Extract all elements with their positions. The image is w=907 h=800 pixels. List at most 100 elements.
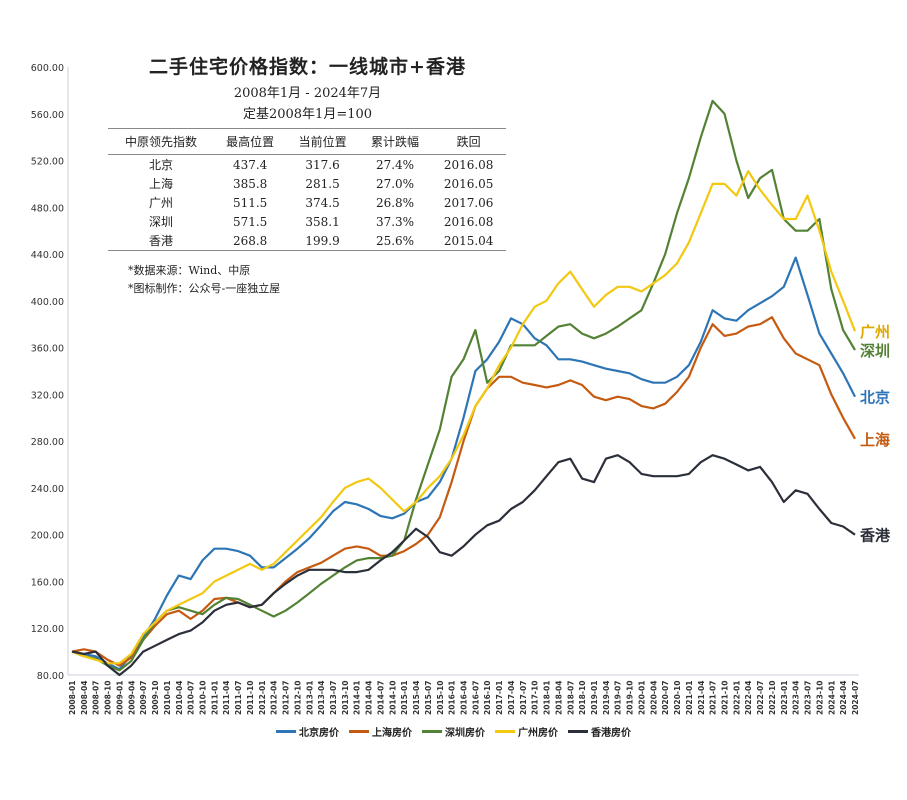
y-tick-label: 560.00 [31, 110, 64, 121]
x-tick-label: 2021-01 [685, 681, 694, 715]
source-note: *数据来源：Wind、中原 [128, 264, 251, 277]
legend-swatch [422, 730, 442, 733]
series-end-label: 北京 [860, 389, 890, 407]
x-tick-label: 2020-07 [661, 681, 670, 715]
legend-swatch [349, 730, 369, 733]
x-tick-label: 2018-04 [554, 681, 563, 715]
table-cell: 2017.06 [443, 195, 494, 210]
x-tick-label: 2009-07 [139, 681, 148, 715]
x-tick-label: 2022-10 [768, 681, 777, 715]
x-tick-label: 2013-04 [317, 681, 326, 715]
legend-swatch [495, 730, 515, 733]
x-tick-label: 2022-04 [744, 681, 753, 715]
x-tick-label: 2024-01 [827, 681, 836, 715]
x-tick-label: 2010-04 [175, 681, 184, 715]
table-cell: 广州 [148, 196, 173, 210]
table-row: 香港 268.8 199.9 25.6% 2015.04 [108, 231, 506, 251]
series-line-1 [71, 316, 856, 667]
x-tick-label: 2017-04 [507, 681, 516, 715]
credit-note: *图标制作：公众号-一座独立屋 [128, 282, 281, 295]
x-tick-label: 2014-07 [376, 681, 385, 715]
chart-title: 二手住宅价格指数：一线城市+香港 [149, 56, 466, 78]
x-tick-label: 2009-04 [127, 681, 136, 715]
y-tick-label: 80.00 [37, 671, 64, 682]
x-tick-label: 2010-07 [187, 681, 196, 715]
x-tick-label: 2012-01 [258, 681, 267, 715]
y-tick-label: 520.00 [31, 157, 64, 168]
x-tick-label: 2019-07 [614, 681, 623, 715]
legend-item: 上海房价 [349, 724, 412, 739]
y-tick-label: 120.00 [31, 624, 64, 635]
legend: 北京房价 上海房价 深圳房价 广州房价 香港房价 [0, 724, 907, 739]
y-tick-label: 280.00 [31, 437, 64, 448]
legend-item: 深圳房价 [422, 724, 485, 739]
y-tick-label: 160.00 [31, 577, 64, 588]
summary-table: 中原领先指数 最高位置 当前位置 累计跌幅 跌回 北京 437.4 317.6 27.… [108, 128, 506, 251]
x-tick-label: 2008-07 [92, 681, 101, 715]
table-cell: 2015.04 [443, 233, 494, 248]
x-tick-label: 2022-07 [756, 681, 765, 715]
legend-swatch [276, 730, 296, 733]
base-note: 定基2008年1月=100 [242, 107, 373, 122]
series-line-0 [71, 256, 856, 671]
series-end-label: 香港 [860, 527, 891, 545]
x-tick-label: 2017-01 [495, 681, 504, 715]
legend-item: 北京房价 [276, 724, 339, 739]
legend-label: 香港房价 [591, 728, 631, 739]
table-cell: 437.4 [232, 157, 268, 172]
y-tick-label: 240.00 [31, 484, 64, 495]
x-tick-label: 2020-01 [637, 681, 646, 715]
x-tick-label: 2019-01 [590, 681, 599, 715]
y-tick-label: 360.00 [31, 344, 64, 355]
column-header: 累计跌幅 [371, 135, 420, 149]
table-cell: 27.0% [375, 176, 415, 191]
x-tick-label: 2018-01 [543, 681, 552, 715]
column-header: 当前位置 [298, 135, 347, 149]
x-tick-label: 2016-07 [471, 681, 480, 715]
x-tick-label: 2009-10 [151, 681, 160, 715]
x-tick-label: 2011-01 [210, 681, 219, 715]
x-tick-label: 2015-07 [424, 681, 433, 715]
table-cell: 571.5 [232, 214, 268, 229]
table-cell: 511.5 [232, 195, 268, 210]
table-cell: 281.5 [305, 176, 340, 191]
table-header-row: 中原领先指数 最高位置 当前位置 累计跌幅 跌回 [108, 128, 506, 155]
table-cell: 2016.08 [443, 157, 494, 172]
x-tick-label: 2013-10 [341, 681, 350, 715]
series-end-label: 广州 [860, 323, 890, 341]
table-cell: 北京 [148, 158, 173, 172]
x-tick-label: 2021-07 [709, 681, 718, 715]
x-tick-label: 2012-07 [282, 681, 291, 715]
y-tick-label: 400.00 [31, 297, 64, 308]
x-tick-label: 2020-04 [649, 681, 658, 715]
y-tick-label: 200.00 [31, 531, 64, 542]
column-header: 跌回 [456, 135, 481, 149]
x-tick-label: 2012-04 [270, 681, 279, 715]
x-tick-label: 2009-01 [115, 681, 124, 715]
x-tick-label: 2011-10 [246, 681, 255, 715]
x-tick-label: 2017-07 [519, 681, 528, 715]
table-row: 深圳 571.5 358.1 37.3% 2016.08 [108, 212, 506, 231]
x-tick-label: 2020-10 [673, 681, 682, 715]
x-tick-label: 2008-01 [68, 681, 77, 715]
table-cell: 深圳 [148, 215, 173, 229]
table-cell: 上海 [148, 177, 173, 191]
legend-label: 上海房价 [372, 728, 412, 739]
series-line-4 [71, 454, 856, 677]
x-tick-label: 2021-10 [721, 681, 730, 715]
legend-item: 香港房价 [568, 724, 631, 739]
x-tick-label: 2014-10 [388, 681, 397, 715]
x-tick-label: 2017-10 [531, 681, 540, 715]
table-cell: 199.9 [305, 233, 340, 248]
table-cell: 25.6% [375, 233, 415, 248]
table-row: 北京 437.4 317.6 27.4% 2016.08 [108, 155, 506, 175]
legend-label: 广州房价 [518, 728, 558, 739]
x-tick-label: 2011-04 [222, 681, 231, 715]
x-tick-label: 2016-04 [460, 681, 469, 715]
x-tick-label: 2011-07 [234, 681, 243, 715]
table-cell: 2016.05 [443, 176, 494, 191]
x-tick-label: 2008-10 [104, 681, 113, 715]
x-tick-label: 2015-01 [400, 681, 409, 715]
